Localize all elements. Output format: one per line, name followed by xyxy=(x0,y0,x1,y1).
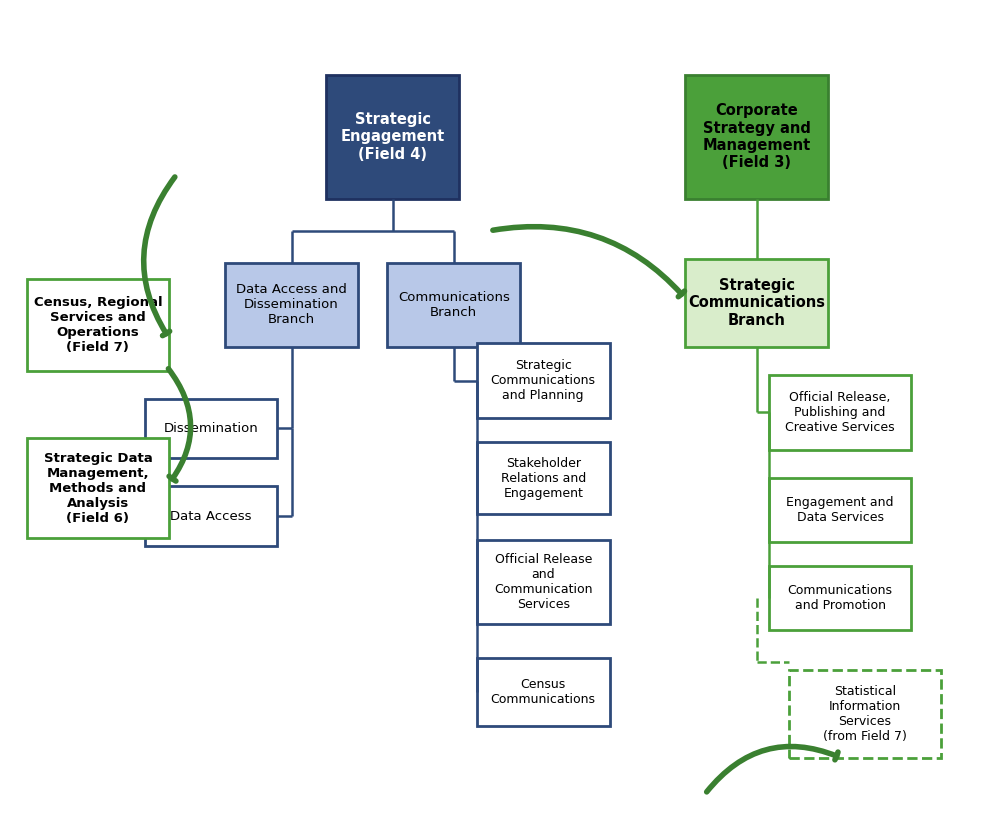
Text: Statistical
Information
Services
(from Field 7): Statistical Information Services (from F… xyxy=(823,685,906,743)
Text: Strategic Data
Management,
Methods and
Analysis
(Field 6): Strategic Data Management, Methods and A… xyxy=(44,452,153,525)
FancyBboxPatch shape xyxy=(27,438,169,538)
Text: Stakeholder
Relations and
Engagement: Stakeholder Relations and Engagement xyxy=(500,457,586,500)
Text: Strategic
Communications
Branch: Strategic Communications Branch xyxy=(688,278,826,328)
FancyBboxPatch shape xyxy=(225,263,358,346)
Text: Strategic
Engagement
(Field 4): Strategic Engagement (Field 4) xyxy=(341,112,445,162)
Text: Strategic
Communications
and Planning: Strategic Communications and Planning xyxy=(491,359,596,402)
Text: Data Access: Data Access xyxy=(170,510,251,523)
Text: Communications
Branch: Communications Branch xyxy=(398,290,509,319)
Text: Engagement and
Data Services: Engagement and Data Services xyxy=(787,497,894,524)
FancyBboxPatch shape xyxy=(326,75,460,198)
Text: Official Release,
Publishing and
Creative Services: Official Release, Publishing and Creativ… xyxy=(786,391,895,434)
Text: Corporate
Strategy and
Management
(Field 3): Corporate Strategy and Management (Field… xyxy=(703,103,811,171)
Text: Data Access and
Dissemination
Branch: Data Access and Dissemination Branch xyxy=(236,283,347,326)
FancyBboxPatch shape xyxy=(769,375,911,450)
FancyBboxPatch shape xyxy=(477,342,609,419)
Text: Census, Regional
Services and
Operations
(Field 7): Census, Regional Services and Operations… xyxy=(34,296,163,354)
FancyBboxPatch shape xyxy=(145,398,277,459)
FancyBboxPatch shape xyxy=(789,670,941,758)
Text: Official Release
and
Communication
Services: Official Release and Communication Servi… xyxy=(494,553,592,611)
FancyBboxPatch shape xyxy=(477,659,609,726)
FancyBboxPatch shape xyxy=(477,442,609,515)
FancyBboxPatch shape xyxy=(27,279,169,371)
FancyBboxPatch shape xyxy=(769,478,911,542)
FancyBboxPatch shape xyxy=(685,259,828,346)
FancyBboxPatch shape xyxy=(145,486,277,546)
Text: Communications
and Promotion: Communications and Promotion xyxy=(788,585,892,612)
FancyBboxPatch shape xyxy=(769,567,911,630)
FancyBboxPatch shape xyxy=(388,263,520,346)
FancyBboxPatch shape xyxy=(477,540,609,624)
FancyBboxPatch shape xyxy=(685,75,828,198)
Text: Dissemination: Dissemination xyxy=(164,422,258,435)
Text: Census
Communications: Census Communications xyxy=(491,678,596,706)
